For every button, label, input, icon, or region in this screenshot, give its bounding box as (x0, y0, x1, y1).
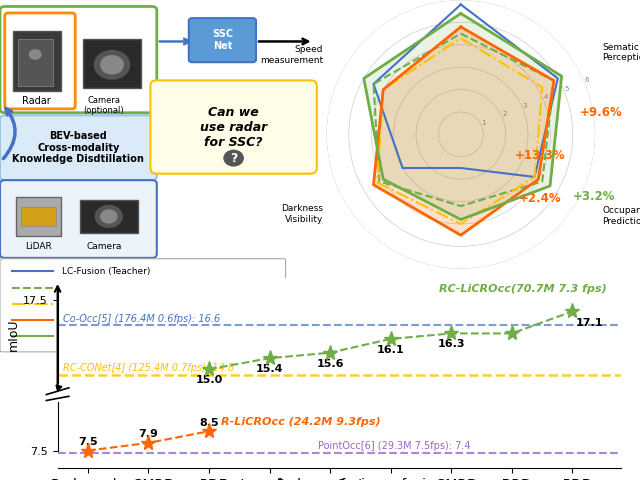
Text: R-LiCROcc (24.2M 9.3fps): R-LiCROcc (24.2M 9.3fps) (221, 418, 381, 428)
Polygon shape (364, 13, 562, 219)
Text: 16.1: 16.1 (377, 345, 404, 355)
FancyBboxPatch shape (0, 115, 157, 180)
Text: Camera: Camera (86, 242, 122, 252)
Text: Can we
use radar
for SSC?: Can we use radar for SSC? (200, 106, 268, 148)
FancyBboxPatch shape (0, 6, 157, 113)
Text: Camera
(optional): Camera (optional) (84, 96, 124, 115)
Text: PointOcc[6] (29.3M 7.5fps): 7.4: PointOcc[6] (29.3M 7.5fps): 7.4 (318, 441, 470, 451)
Text: 17.1: 17.1 (575, 318, 603, 328)
Text: 15.0: 15.0 (195, 375, 223, 385)
Text: Sematic
Perception: Sematic Perception (602, 43, 640, 62)
Text: Radar: Radar (22, 96, 51, 106)
Text: 7.5: 7.5 (78, 437, 98, 447)
Text: RC-Fusion: RC-Fusion (62, 283, 106, 292)
Text: RC-LiCROcc (Student): RC-LiCROcc (Student) (62, 332, 160, 341)
FancyBboxPatch shape (0, 180, 157, 258)
Text: R-LiCROcc (Student): R-LiCROcc (Student) (62, 316, 154, 324)
FancyBboxPatch shape (189, 18, 256, 62)
Circle shape (101, 210, 117, 223)
Bar (16, 197, 61, 236)
Text: ?: ? (230, 152, 237, 165)
Text: 7.9: 7.9 (138, 430, 158, 439)
Text: LiDAR: LiDAR (25, 242, 52, 252)
FancyBboxPatch shape (150, 80, 317, 174)
Text: +9.6%: +9.6% (579, 107, 622, 120)
Bar (20, 207, 56, 226)
Text: +13.3%: +13.3% (515, 149, 565, 162)
Text: 16.3: 16.3 (438, 339, 465, 349)
Text: Co-Occ[5] (176.4M 0.6fps): 16.6: Co-Occ[5] (176.4M 0.6fps): 16.6 (63, 314, 221, 324)
Text: R-SSC-RS: R-SSC-RS (62, 300, 104, 308)
Circle shape (95, 50, 129, 79)
Text: 8.5: 8.5 (199, 418, 219, 428)
Text: 15.6: 15.6 (316, 359, 344, 369)
Text: SSC
Net: SSC Net (212, 29, 233, 51)
Text: +3.2%: +3.2% (572, 190, 615, 203)
Text: LC-Fusion (Teacher): LC-Fusion (Teacher) (62, 267, 150, 276)
Circle shape (224, 150, 243, 166)
Bar (13, 31, 61, 91)
Text: Occupancy
Prediction: Occupancy Prediction (602, 206, 640, 226)
Text: 15.4: 15.4 (256, 364, 284, 374)
Text: RC-LiCROcc(70.7M 7.3 fps): RC-LiCROcc(70.7M 7.3 fps) (439, 284, 607, 294)
FancyBboxPatch shape (0, 259, 285, 352)
Y-axis label: mIoU: mIoU (7, 319, 20, 351)
Text: Weather Robustness: Weather Robustness (414, 291, 508, 300)
Text: +2.4%: +2.4% (518, 192, 561, 205)
Text: RC-CONet[4] (125.4M 0.7fps): 14.8: RC-CONet[4] (125.4M 0.7fps): 14.8 (63, 363, 234, 373)
Circle shape (95, 205, 122, 228)
Text: Speed
measurement: Speed measurement (260, 45, 323, 65)
Bar (83, 39, 141, 88)
Circle shape (101, 56, 123, 74)
Text: Darkness
Visibility: Darkness Visibility (281, 204, 323, 224)
Bar (18, 39, 53, 85)
Polygon shape (374, 27, 554, 235)
Bar (80, 200, 138, 233)
Text: BEV-based
Cross-modality
Knowledge Disdtillation: BEV-based Cross-modality Knowledge Disdt… (12, 131, 145, 164)
FancyBboxPatch shape (5, 13, 76, 109)
Circle shape (29, 50, 41, 59)
